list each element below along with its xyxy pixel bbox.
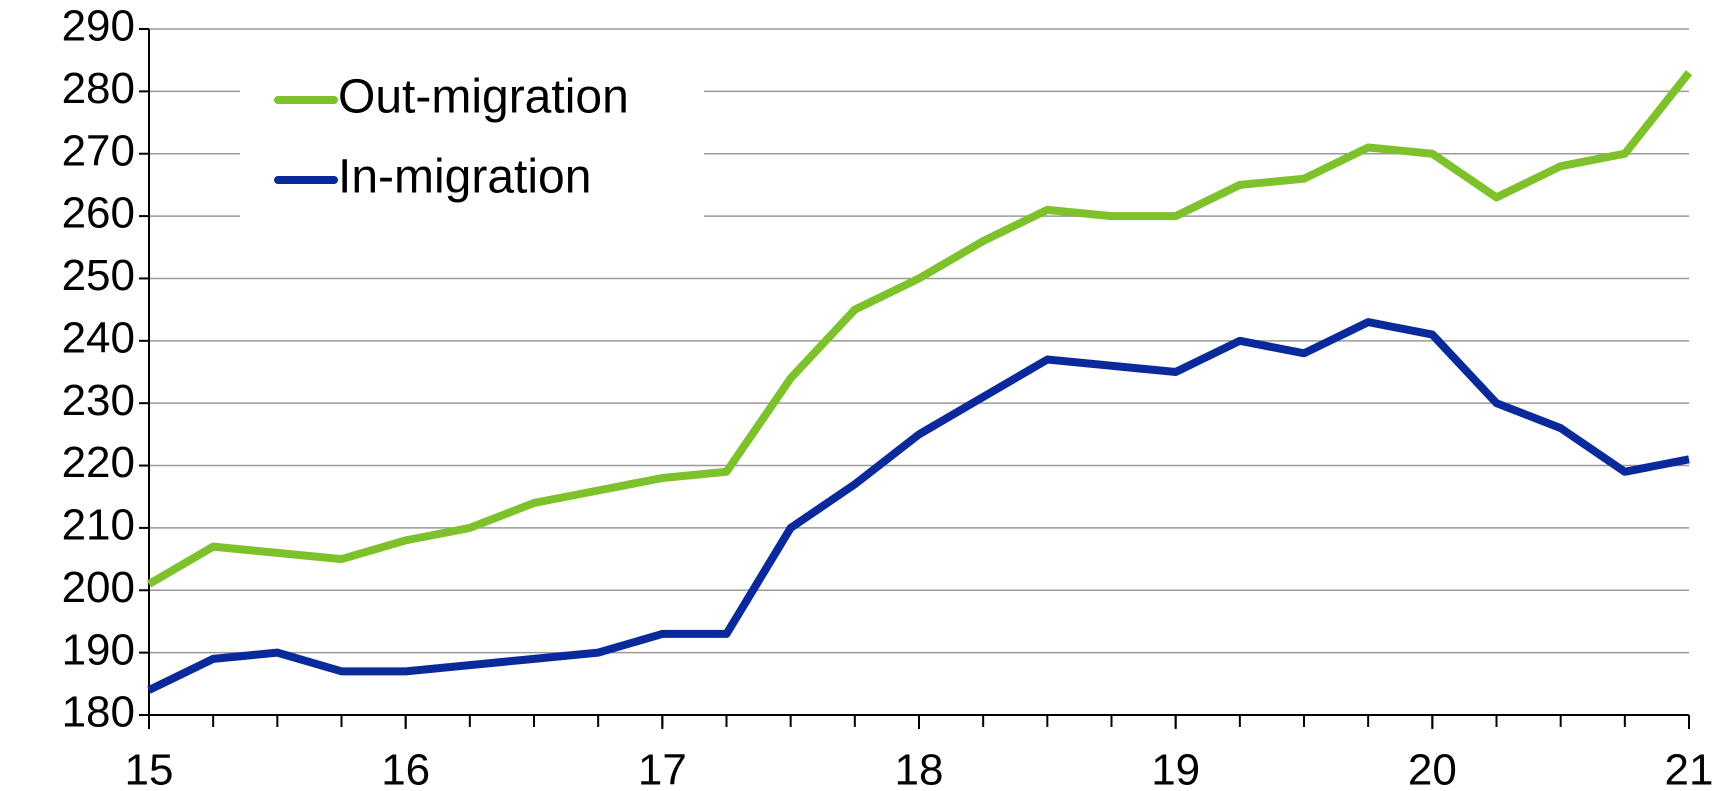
x-tick-label: 21 (1665, 746, 1714, 791)
legend-label: In-migration (338, 151, 591, 204)
series-line (147, 318, 1690, 694)
y-tick-label: 240 (62, 313, 135, 362)
y-tick-label: 230 (62, 376, 135, 425)
y-tick-label: 220 (62, 438, 135, 487)
y-tick-label: 280 (62, 64, 135, 113)
y-tick-label: 270 (62, 126, 135, 175)
x-tick-label: 16 (381, 746, 430, 791)
legend-box (240, 55, 704, 220)
y-tick-label: 210 (62, 501, 135, 550)
y-tick-label: 190 (62, 625, 135, 674)
y-tick-label: 290 (62, 2, 135, 51)
x-tick-label: 17 (638, 746, 687, 791)
x-tick-label: 15 (125, 746, 174, 791)
x-tick-label: 20 (1408, 746, 1457, 791)
x-tick-label: 18 (895, 746, 944, 791)
legend-label: Out-migration (338, 71, 629, 124)
y-tick-label: 260 (62, 189, 135, 238)
y-tick-label: 250 (62, 251, 135, 300)
y-tick-label: 200 (62, 563, 135, 612)
x-tick-label: 19 (1151, 746, 1200, 791)
y-tick-label: 180 (62, 688, 135, 737)
series-line (146, 70, 1693, 588)
